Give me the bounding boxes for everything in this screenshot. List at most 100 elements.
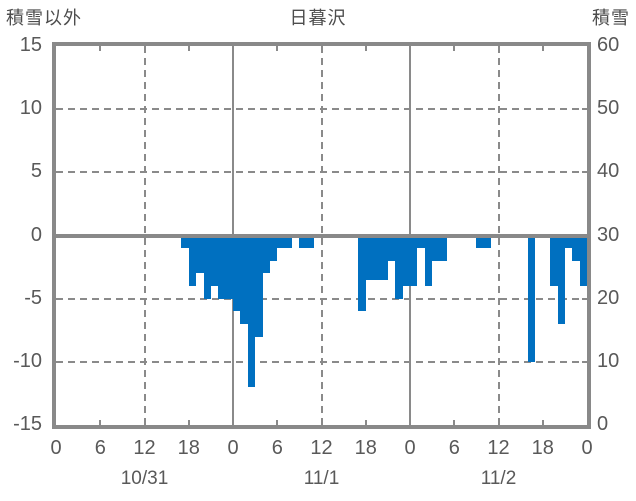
precip-bar [262, 235, 270, 274]
x-tick-top [364, 46, 367, 51]
right-axis-tick-label: 50 [597, 97, 620, 120]
left-axis-tick-label: -10 [13, 349, 42, 372]
x-tick-top [320, 46, 323, 51]
x-tick-bottom [541, 420, 544, 425]
precip-bar [402, 235, 410, 287]
precip-bar [233, 235, 241, 312]
x-tick-bottom [497, 420, 500, 425]
x-axis-hour-label: 6 [448, 437, 460, 459]
precip-bar [188, 235, 197, 287]
x-tick-top [143, 46, 146, 51]
y-tick-right [582, 360, 587, 363]
right-axis-tick-label: 20 [597, 286, 620, 309]
x-tick-bottom [364, 420, 367, 425]
precip-bar [277, 235, 285, 249]
x-axis-date-label: 11/2 [480, 468, 517, 489]
precip-bar [218, 235, 226, 299]
x-tick-bottom [187, 420, 190, 425]
precip-bar [550, 235, 558, 287]
x-tick-bottom [453, 420, 456, 425]
left-axis-tick-label: 10 [19, 97, 42, 120]
precip-bar [365, 235, 374, 280]
precip-bar [439, 235, 447, 261]
precip-bar [380, 235, 388, 280]
precip-bar [387, 235, 396, 261]
left-axis-tick-label: 5 [30, 160, 42, 183]
x-tick-bottom [232, 420, 234, 425]
x-axis-hour-label: 0 [404, 437, 416, 459]
precip-bar [269, 235, 278, 261]
precip-bar [210, 235, 219, 287]
precip-bar [196, 235, 204, 274]
precip-bar [528, 235, 536, 362]
left-axis-tick-label: 0 [30, 223, 42, 246]
x-axis-hour-label: 12 [310, 437, 333, 459]
x-axis-hour-label: 18 [531, 437, 554, 459]
precip-bar [255, 235, 263, 337]
left-axis-tick-label: -15 [13, 413, 42, 435]
y-tick-left [56, 108, 61, 111]
precip-bar [240, 235, 248, 324]
right-axis-title: 積雪 [592, 8, 630, 28]
x-axis-hour-label: 12 [133, 437, 156, 459]
y-tick-right [582, 297, 587, 300]
right-axis-tick-label: 30 [597, 223, 620, 246]
precip-bar [225, 235, 233, 299]
y-tick-left [56, 171, 61, 174]
precip-bar [247, 235, 256, 388]
x-tick-top [232, 46, 234, 51]
x-tick-top [409, 46, 411, 51]
precip-bar [181, 235, 189, 249]
y-tick-left [56, 360, 61, 363]
precip-bar [476, 235, 484, 249]
plot-area [52, 42, 591, 429]
precip-bar [572, 235, 580, 261]
precip-bar [483, 235, 492, 249]
x-axis-hour-label: 6 [94, 437, 106, 459]
left-axis-tick-label: 15 [19, 34, 42, 56]
x-tick-bottom [409, 420, 411, 425]
precip-bar [417, 235, 425, 249]
right-axis-tick-label: 40 [597, 160, 620, 183]
precip-bar [299, 235, 307, 249]
y-tick-left [56, 297, 61, 300]
precip-bar [395, 235, 403, 299]
precip-bar [564, 235, 573, 249]
y-tick-right [582, 171, 587, 174]
x-axis-hour-label: 0 [50, 437, 62, 459]
x-tick-bottom [276, 420, 279, 425]
x-axis-date-label: 11/1 [303, 468, 340, 489]
left-axis-tick-label: -5 [24, 286, 42, 309]
x-axis-hour-label: 18 [354, 437, 377, 459]
left-axis-title: 積雪以外 [6, 8, 82, 28]
x-tick-top [276, 46, 279, 51]
y-tick-right [582, 108, 587, 111]
right-axis-tick-label: 60 [597, 34, 620, 56]
x-axis-date-label: 10/31 [120, 468, 169, 489]
precip-bar [432, 235, 440, 261]
zero-line [56, 233, 587, 238]
precip-bar [410, 235, 418, 287]
x-tick-bottom [143, 420, 146, 425]
x-tick-top [541, 46, 544, 51]
precip-bar [373, 235, 381, 280]
precip-bar [284, 235, 292, 249]
precip-bar [424, 235, 433, 287]
right-axis-tick-label: 10 [597, 349, 620, 372]
precip-bar [203, 235, 211, 299]
x-tick-top [99, 46, 102, 51]
chart-title: 日暮沢 [289, 8, 347, 28]
precip-bar [306, 235, 315, 249]
x-tick-top [187, 46, 190, 51]
x-tick-bottom [320, 420, 323, 425]
x-axis-hour-label: 18 [177, 437, 200, 459]
x-tick-top [497, 46, 500, 51]
precip-bar [557, 235, 565, 324]
precip-bar [579, 235, 587, 287]
x-tick-top [453, 46, 456, 51]
right-axis-tick-label: 0 [597, 413, 609, 435]
x-axis-hour-label: 0 [227, 437, 239, 459]
precip-bar [358, 235, 366, 312]
x-axis-hour-label: 12 [487, 437, 510, 459]
